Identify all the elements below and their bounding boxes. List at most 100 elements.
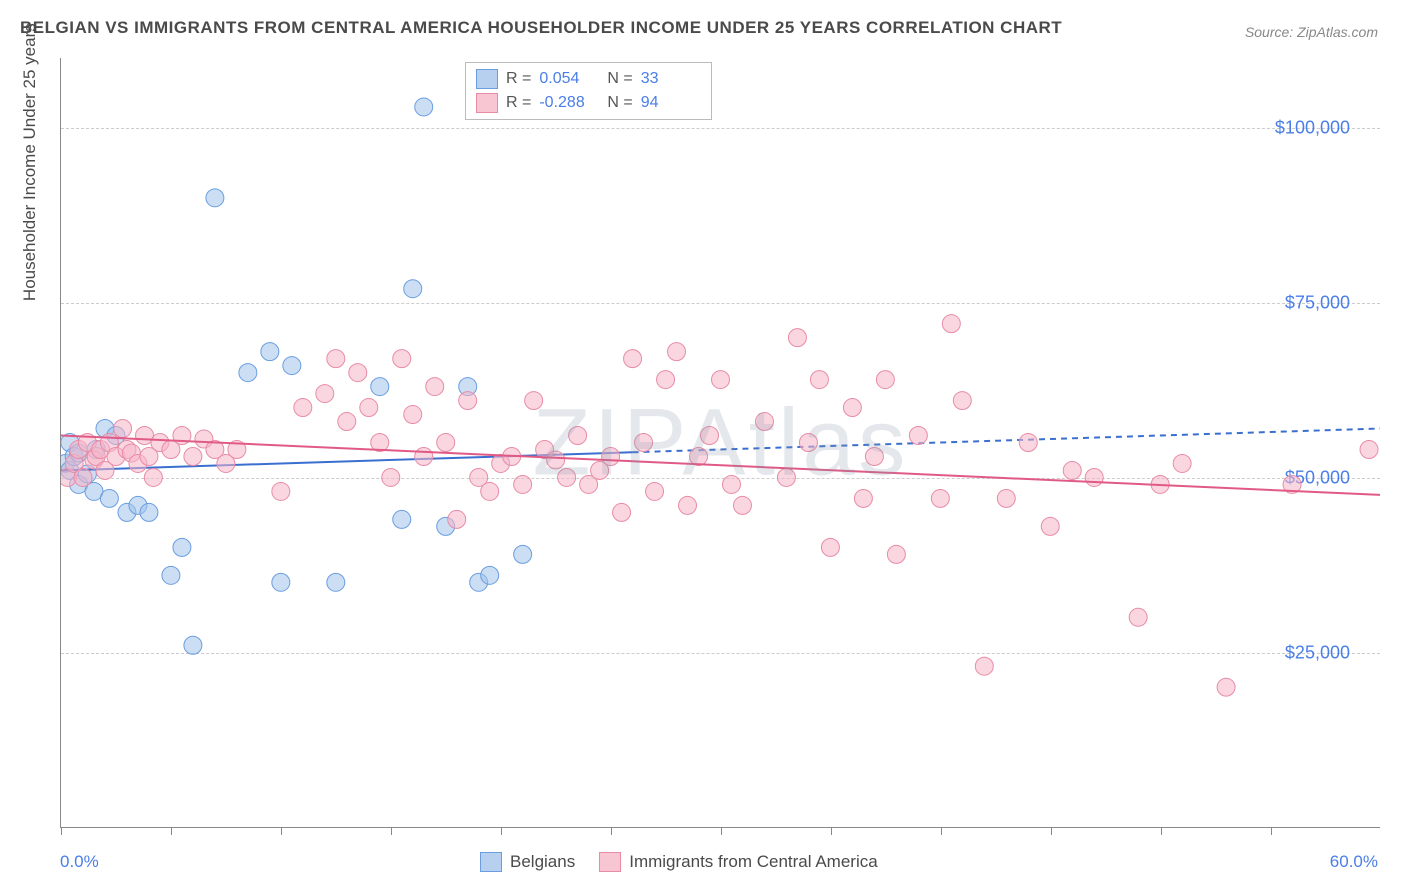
legend-correlation-row: R =0.054N =33 (476, 67, 701, 91)
plot-area: ZIPAtlas $25,000$50,000$75,000$100,000 (60, 58, 1380, 828)
legend-series-label: Immigrants from Central America (629, 852, 877, 872)
scatter-point (865, 447, 883, 465)
scatter-point (261, 343, 279, 361)
x-tick (391, 827, 392, 835)
correlation-legend: R =0.054N =33R =-0.288N =94 (465, 62, 712, 120)
scatter-point (810, 371, 828, 389)
scatter-point (140, 503, 158, 521)
scatter-point (942, 315, 960, 333)
scatter-point (415, 447, 433, 465)
scatter-point (997, 489, 1015, 507)
scatter-point (547, 451, 565, 469)
scatter-point (613, 503, 631, 521)
scatter-point (624, 350, 642, 368)
scatter-point (1041, 517, 1059, 535)
x-tick (281, 827, 282, 835)
scatter-point (144, 468, 162, 486)
x-axis-max-label: 60.0% (1330, 852, 1378, 872)
chart-title: BELGIAN VS IMMIGRANTS FROM CENTRAL AMERI… (20, 18, 1062, 38)
n-label: N = (607, 70, 632, 88)
scatter-point (382, 468, 400, 486)
scatter-point (657, 371, 675, 389)
scatter-point (371, 378, 389, 396)
scatter-point (635, 434, 653, 452)
scatter-point (393, 350, 411, 368)
scatter-point (1173, 454, 1191, 472)
legend-swatch (480, 852, 502, 872)
scatter-point (327, 350, 345, 368)
scatter-point (799, 434, 817, 452)
x-axis-min-label: 0.0% (60, 852, 99, 872)
scatter-point (74, 468, 92, 486)
x-tick (611, 827, 612, 835)
scatter-point (294, 399, 312, 417)
r-value: 0.054 (539, 70, 599, 88)
r-value: -0.288 (539, 94, 599, 112)
scatter-point (525, 392, 543, 410)
x-tick (61, 827, 62, 835)
scatter-point (426, 378, 444, 396)
scatter-point (114, 420, 132, 438)
legend-swatch (599, 852, 621, 872)
scatter-point (100, 489, 118, 507)
scatter-point (755, 413, 773, 431)
scatter-point (415, 98, 433, 116)
scatter-point (854, 489, 872, 507)
r-label: R = (506, 94, 531, 112)
scatter-point (272, 482, 290, 500)
scatter-point (602, 447, 620, 465)
legend-swatch (476, 69, 498, 89)
scatter-point (327, 573, 345, 591)
scatter-point (1360, 441, 1378, 459)
r-label: R = (506, 70, 531, 88)
x-tick (831, 827, 832, 835)
scatter-point (722, 475, 740, 493)
scatter-point (690, 447, 708, 465)
scatter-point (404, 280, 422, 298)
x-tick (501, 827, 502, 835)
scatter-point (338, 413, 356, 431)
n-label: N = (607, 94, 632, 112)
scatter-point (777, 468, 795, 486)
scatter-point (206, 189, 224, 207)
trend-line-extrapolated (633, 429, 1380, 453)
chart-svg (61, 58, 1380, 827)
scatter-point (701, 427, 719, 445)
scatter-point (887, 545, 905, 563)
scatter-point (437, 434, 455, 452)
scatter-point (679, 496, 697, 514)
scatter-point (184, 447, 202, 465)
scatter-point (1129, 608, 1147, 626)
scatter-point (1217, 678, 1235, 696)
scatter-point (481, 482, 499, 500)
scatter-point (393, 510, 411, 528)
x-tick (1051, 827, 1052, 835)
source-attribution: Source: ZipAtlas.com (1245, 24, 1378, 40)
legend-series-label: Belgians (510, 852, 575, 872)
scatter-point (788, 329, 806, 347)
scatter-point (481, 566, 499, 584)
scatter-point (953, 392, 971, 410)
scatter-point (514, 475, 532, 493)
scatter-point (360, 399, 378, 417)
y-axis-title: Householder Income Under 25 years (20, 23, 40, 301)
scatter-point (569, 427, 587, 445)
scatter-point (876, 371, 894, 389)
scatter-point (173, 538, 191, 556)
scatter-point (646, 482, 664, 500)
scatter-point (283, 357, 301, 375)
scatter-point (316, 385, 334, 403)
scatter-point (162, 566, 180, 584)
legend-swatch (476, 93, 498, 113)
x-tick (721, 827, 722, 835)
scatter-point (843, 399, 861, 417)
n-value: 94 (641, 94, 701, 112)
scatter-point (909, 427, 927, 445)
legend-series-item: Belgians (480, 852, 575, 872)
legend-correlation-row: R = -0.288 N = 94 (476, 91, 701, 115)
scatter-point (975, 657, 993, 675)
scatter-point (239, 364, 257, 382)
scatter-point (184, 636, 202, 654)
scatter-point (349, 364, 367, 382)
scatter-point (733, 496, 751, 514)
